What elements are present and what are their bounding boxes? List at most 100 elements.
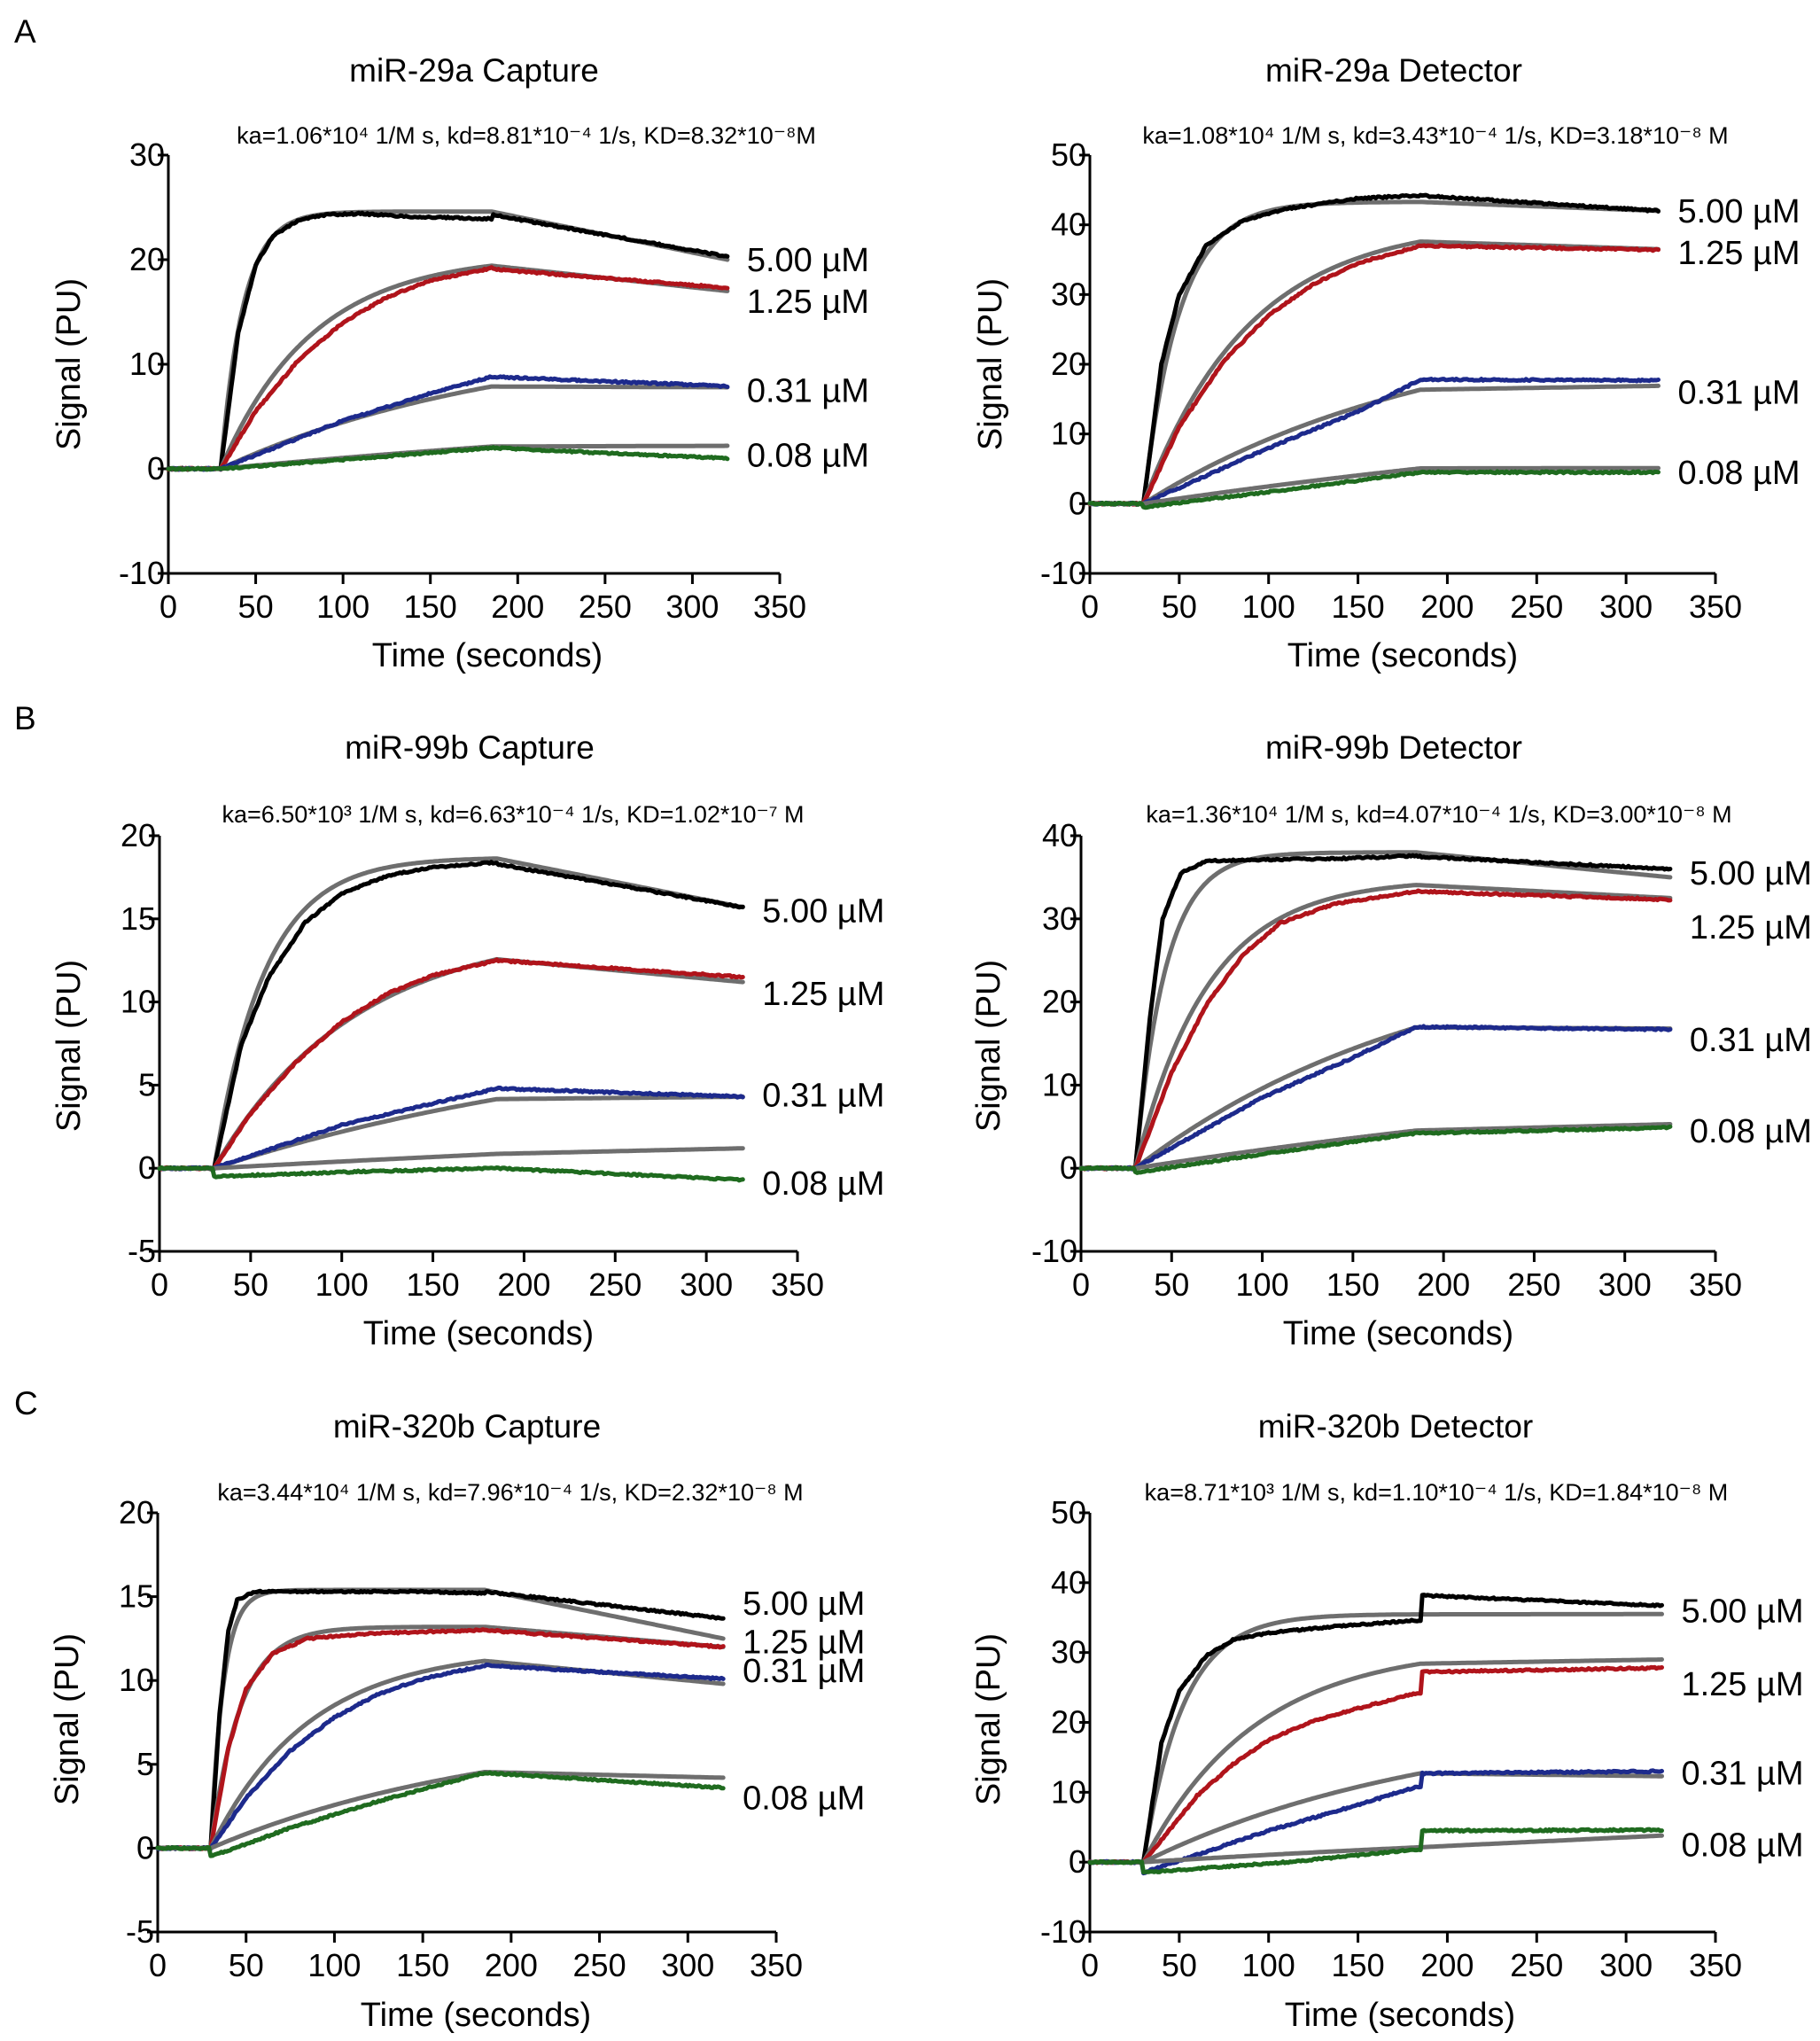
- series-line-1-25-m: [166, 265, 730, 472]
- y-tick-label: 10: [121, 984, 156, 1020]
- x-tick-label: 350: [750, 1947, 803, 1983]
- x-tick-label: 150: [396, 1947, 449, 1983]
- series-label-5-00-m: 5.00 µM: [1690, 855, 1812, 892]
- chart-subtitle: ka=1.36*10⁴ 1/M s, kd=4.07*10⁻⁴ 1/s, KD=…: [1146, 801, 1731, 828]
- x-tick-label: 200: [491, 588, 544, 625]
- series-line-0-08-m: [1087, 1827, 1664, 1875]
- y-tick-label: 0: [1069, 1843, 1086, 1880]
- y-tick-label: 0: [147, 450, 165, 487]
- series-line-0-31-m: [166, 374, 730, 472]
- y-tick-label: -10: [1040, 1913, 1086, 1950]
- series-label-0-31-m: 0.31 µM: [1690, 1022, 1812, 1059]
- series-line-0-08-m: [1078, 1124, 1673, 1175]
- series-label-0-31-m: 0.31 µM: [743, 1653, 865, 1690]
- series-line-0-08-m: [155, 1770, 726, 1858]
- chart-subtitle: ka=6.50*10³ 1/M s, kd=6.63*10⁻⁴ 1/s, KD=…: [222, 801, 804, 828]
- x-tick-label: 300: [1598, 1266, 1652, 1303]
- x-tick-label: 300: [661, 1947, 714, 1983]
- fit-line-0-08-m: [155, 1770, 726, 1850]
- fit-line-0-31-m: [155, 1658, 726, 1850]
- series-label-1-25-m: 1.25 µM: [762, 976, 884, 1013]
- x-tick-label: 100: [1242, 1947, 1295, 1983]
- series-line-5-00-m: [155, 1588, 726, 1851]
- chart-title: miR-29a Detector: [1265, 52, 1522, 89]
- x-tick-label: 0: [1072, 1266, 1090, 1303]
- series-label-0-08-m: 0.08 µM: [1681, 1827, 1803, 1864]
- y-tick-label: 40: [1051, 1564, 1086, 1601]
- fit-line-0-08-m: [1087, 1833, 1664, 1865]
- series-label-0-08-m: 0.08 µM: [743, 1780, 865, 1818]
- x-axis-label: Time (seconds): [372, 637, 603, 674]
- series-label-0-08-m: 0.08 µM: [762, 1165, 884, 1203]
- y-tick-label: 5: [136, 1746, 154, 1782]
- y-tick-label: 20: [119, 1494, 154, 1531]
- y-axis-label: Signal (PU): [49, 1633, 86, 1805]
- y-tick-label: 10: [1051, 1773, 1086, 1810]
- series-line-0-08-m: [166, 445, 730, 472]
- series-line-5-00-m: [1087, 192, 1661, 507]
- series-line-0-31-m: [1087, 377, 1661, 507]
- fit-line-5-00-m: [1087, 199, 1661, 506]
- fit-line-0-31-m: [1087, 1771, 1664, 1865]
- series-label-5-00-m: 5.00 µM: [1681, 1593, 1803, 1630]
- chart-title: miR-320b Capture: [333, 1408, 601, 1445]
- series-line-1-25-m: [155, 1627, 726, 1851]
- x-tick-label: 200: [1420, 588, 1474, 625]
- x-axis-label: Time (seconds): [1287, 637, 1518, 674]
- y-tick-label: 0: [138, 1149, 156, 1186]
- x-tick-label: 300: [665, 588, 719, 625]
- series-line-0-31-m: [155, 1662, 726, 1851]
- chart-mir320b-detector: miR-320b Detector ka=8.71*10³ 1/M s, kd=…: [970, 1408, 1804, 2034]
- x-tick-label: 200: [485, 1947, 538, 1983]
- x-tick-label: 150: [1332, 588, 1385, 625]
- fit-line-0-08-m: [157, 1146, 745, 1171]
- chart-subtitle: ka=1.08*10⁴ 1/M s, kd=3.43*10⁻⁴ 1/s, KD=…: [1142, 122, 1728, 149]
- fit-line-0-08-m: [1087, 465, 1661, 506]
- x-tick-label: 350: [753, 588, 806, 625]
- y-tick-label: 10: [1042, 1066, 1077, 1102]
- x-tick-label: 200: [497, 1266, 550, 1303]
- fit-line-5-00-m: [166, 209, 730, 471]
- x-tick-label: 50: [1162, 588, 1197, 625]
- x-tick-label: 100: [316, 588, 369, 625]
- x-tick-label: 50: [233, 1266, 268, 1303]
- series-line-0-08-m: [1087, 469, 1661, 510]
- chart-mir29a-detector: miR-29a Detector ka=1.08*10⁴ 1/M s, kd=3…: [972, 52, 1801, 674]
- x-tick-label: 350: [771, 1266, 824, 1303]
- series-line-1-25-m: [1087, 243, 1661, 507]
- series-line-1-25-m: [1087, 1664, 1664, 1866]
- y-axis-label: Signal (PU): [51, 278, 88, 450]
- series-label-5-00-m: 5.00 µM: [762, 892, 884, 930]
- series-label-1-25-m: 1.25 µM: [747, 284, 869, 321]
- y-tick-label: -10: [1031, 1233, 1077, 1269]
- series-label-5-00-m: 5.00 µM: [747, 242, 869, 279]
- x-tick-label: 100: [315, 1266, 369, 1303]
- x-tick-label: 250: [588, 1266, 642, 1303]
- y-tick-label: 30: [1042, 900, 1077, 937]
- series-label-0-31-m: 0.31 µM: [762, 1078, 884, 1115]
- series-line-1-25-m: [1078, 888, 1673, 1172]
- panel-letter-a: A: [14, 13, 36, 50]
- x-tick-label: 350: [1689, 1266, 1742, 1303]
- series-label-1-25-m: 1.25 µM: [1681, 1666, 1803, 1703]
- chart-mir320b-capture: miR-320b Capture ka=3.44*10⁴ 1/M s, kd=7…: [49, 1408, 865, 2034]
- x-tick-label: 250: [1510, 588, 1563, 625]
- series-label-0-31-m: 0.31 µM: [747, 373, 869, 410]
- x-tick-label: 150: [1332, 1947, 1385, 1983]
- chart-subtitle: ka=3.44*10⁴ 1/M s, kd=7.96*10⁻⁴ 1/s, KD=…: [217, 1479, 803, 1506]
- fit-line-1-25-m: [166, 263, 730, 471]
- y-tick-label: -10: [1040, 555, 1086, 591]
- y-axis-label: Signal (PU): [970, 1633, 1007, 1805]
- y-tick-label: 20: [1051, 346, 1086, 382]
- series-line-5-00-m: [1087, 1593, 1664, 1866]
- y-tick-label: 10: [119, 1662, 154, 1698]
- x-tick-label: 0: [149, 1947, 167, 1983]
- series-label-0-31-m: 0.31 µM: [1677, 374, 1800, 411]
- fit-line-1-25-m: [157, 956, 745, 1171]
- chart-title: miR-99b Detector: [1265, 729, 1522, 766]
- x-tick-label: 350: [1689, 1947, 1742, 1983]
- series-line-5-00-m: [157, 860, 745, 1172]
- y-tick-label: -5: [128, 1233, 156, 1269]
- y-tick-label: 0: [136, 1829, 154, 1866]
